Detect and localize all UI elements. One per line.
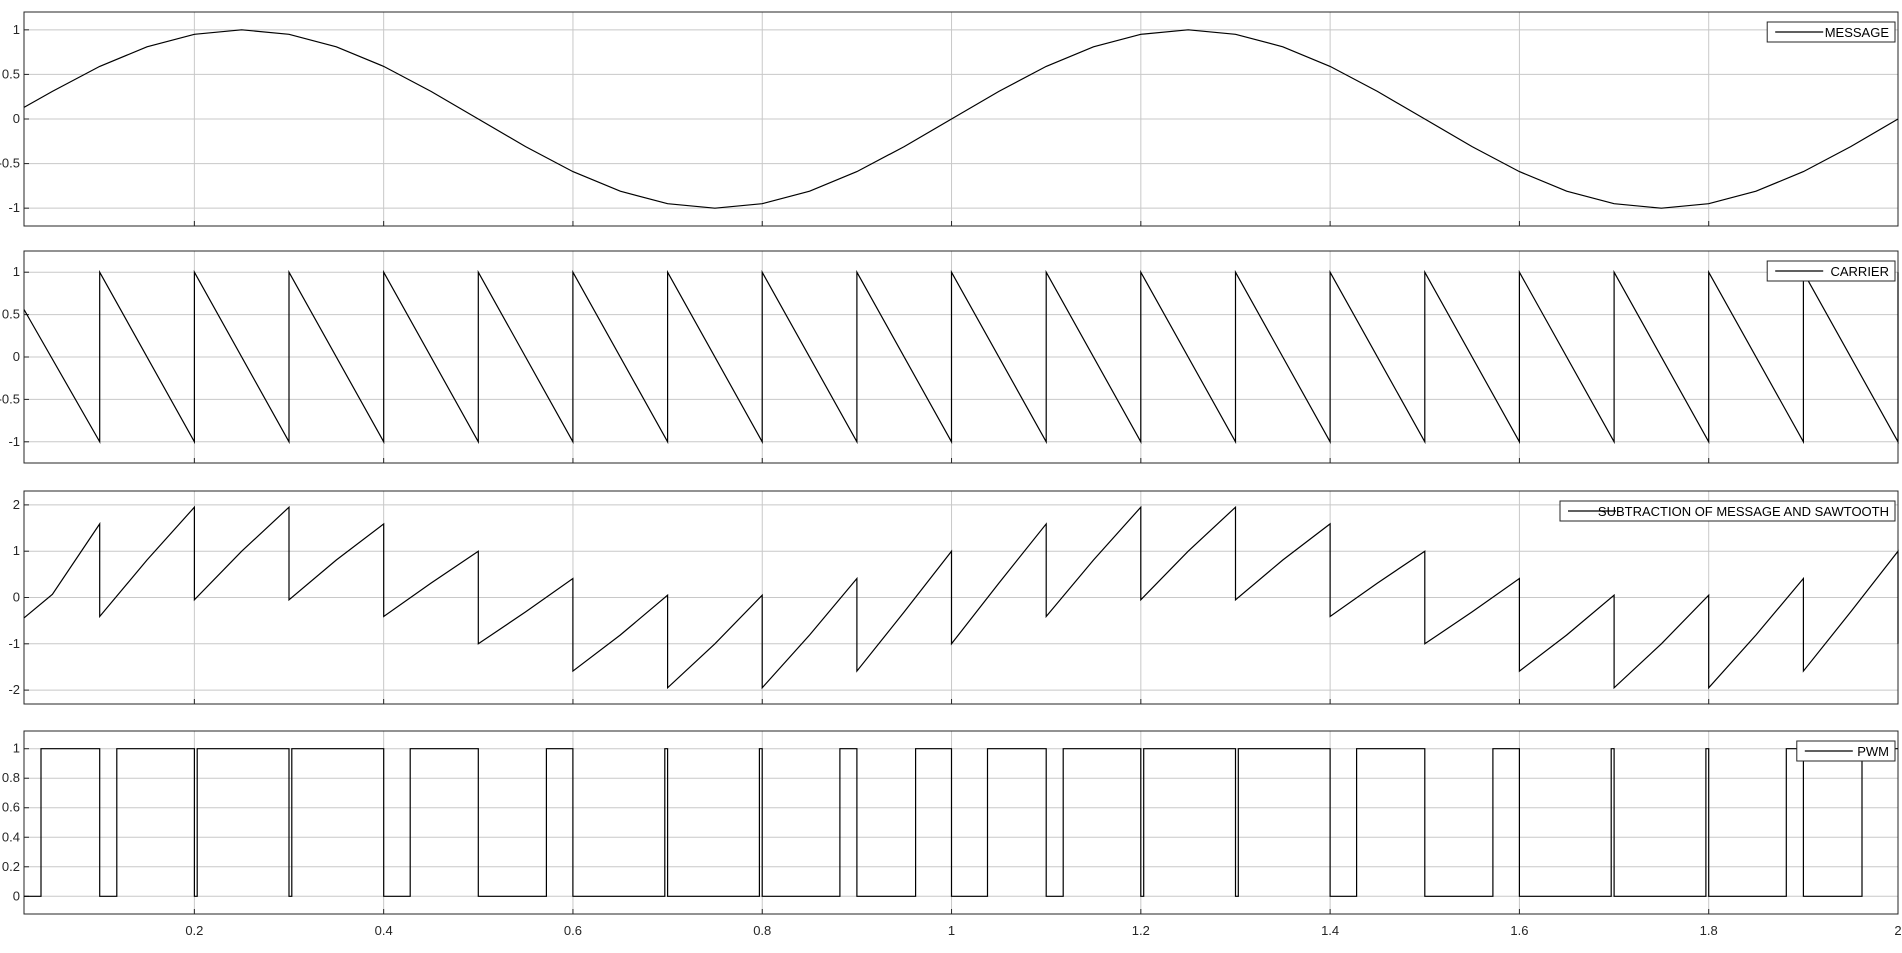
y-tick-label: 0.2 [2,859,20,874]
series-line-pwm [24,748,1898,897]
y-tick-label: 0.8 [2,770,20,785]
x-tick-label: 0.6 [564,923,582,938]
series-line-message [23,29,1899,209]
y-tick-label: 0.5 [2,307,20,322]
legend-difference: SUBTRACTION OF MESSAGE AND SAWTOOTH [1559,500,1896,522]
x-tick-label: 0.2 [185,923,203,938]
y-tick-label: 0 [13,349,20,364]
y-tick-label: -1 [8,636,20,651]
legend-box [1766,21,1896,43]
legend-box [1766,260,1896,282]
y-tick-label: 1 [13,741,20,756]
y-tick-label: 1 [13,264,20,279]
panel-pwm: 0 0.2 0.4 0.6 0.8 1 PWM 0.2 0.4 0.6 0.8 1 1.2 1.4 1.6 1… [2,730,1902,938]
plot-frame [23,730,1899,915]
y-tick-label: 0 [13,888,20,903]
y-tick-label: -0.5 [0,391,20,406]
legend-message: MESSAGE [1766,21,1896,43]
axes-border [23,730,1899,915]
y-tick-label: -2 [8,682,20,697]
x-tick-label: 1.8 [1700,923,1718,938]
y-tick-label: 0.4 [2,829,20,844]
y-tick-label: 1 [13,543,20,558]
y-tick-label: 0.5 [2,66,20,81]
x-tick-label: 1 [948,923,955,938]
y-tick-label: 0.6 [2,800,20,815]
panel-message: -1 -0.5 0 0.5 1 MESSAGE [0,11,1899,227]
y-tick-label: 2 [13,497,20,512]
y-tick-label: 0 [13,590,20,605]
y-tick-label: -0.5 [0,156,20,171]
panel-difference: -2 -1 0 1 2 SUBTRACTION OF MESSAGE AND SAWTOO… [8,490,1899,705]
y-tick-label: 0 [13,111,20,126]
legend-box [1559,500,1896,522]
x-tick-label: 0.4 [375,923,393,938]
legend-pwm: PWM [1796,740,1896,762]
x-tick-label: 1.2 [1132,923,1150,938]
series-line-carrier [23,269,1899,445]
legend-label: PWM [1857,744,1889,759]
series-line-difference [23,505,1899,690]
y-tick-label: -1 [8,200,20,215]
legend-carrier: CARRIER [1766,260,1896,282]
legend-label: CARRIER [1830,264,1889,279]
y-tick-label: 1 [13,22,20,37]
x-tick-label: 1.4 [1321,923,1339,938]
panel-carrier: -1 -0.5 0 0.5 1 CARRIER [0,250,1899,464]
x-tick-label: 0.8 [753,923,771,938]
x-tick-label: 1.6 [1510,923,1528,938]
x-tick-label: 2 [1894,923,1901,938]
y-tick-label: -1 [8,434,20,449]
legend-label: SUBTRACTION OF MESSAGE AND SAWTOOTH [1598,504,1889,519]
legend-label: MESSAGE [1825,25,1890,40]
